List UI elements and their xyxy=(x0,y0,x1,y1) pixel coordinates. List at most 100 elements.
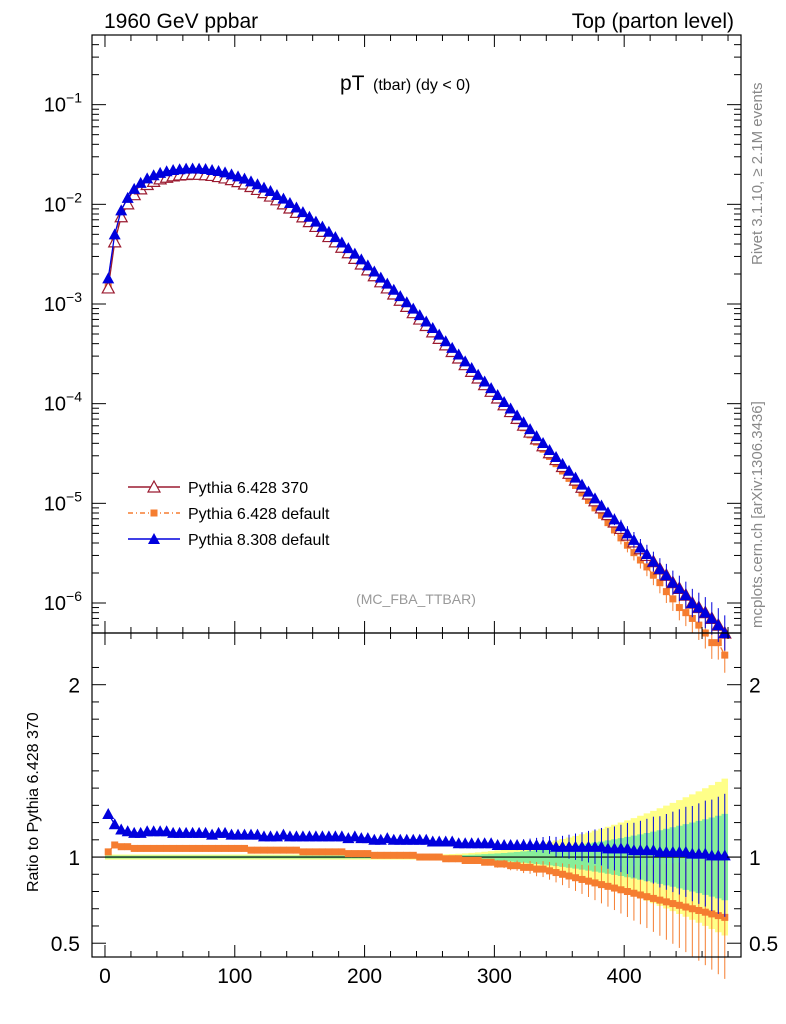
ratio-point xyxy=(526,863,534,871)
ratio-point xyxy=(383,851,391,859)
data-point xyxy=(634,541,647,553)
data-point xyxy=(647,555,660,567)
data-point xyxy=(660,569,673,581)
data-point xyxy=(219,166,232,178)
series-line-0 xyxy=(107,173,726,634)
ratio-y-label: Ratio to Pythia 6.428 370 xyxy=(25,712,42,892)
ratio-point xyxy=(455,855,463,863)
x-tick-label: 100 xyxy=(217,965,252,988)
ratio-point xyxy=(494,860,502,868)
data-point xyxy=(322,225,335,237)
data-point xyxy=(329,231,342,243)
data-point xyxy=(381,277,394,289)
ratio-point xyxy=(461,856,469,864)
data-point xyxy=(426,322,439,334)
ratio-point xyxy=(403,851,411,859)
ratio-point xyxy=(507,862,515,870)
ratio-point xyxy=(273,846,281,854)
data-point xyxy=(115,204,128,216)
data-point xyxy=(264,185,277,197)
header-left: 1960 GeV ppbar xyxy=(104,10,258,33)
ratio-point xyxy=(104,848,112,856)
ratio-point xyxy=(500,860,508,868)
data-point xyxy=(251,178,264,190)
data-point xyxy=(669,595,677,603)
ratio-point xyxy=(552,869,560,877)
ratio-point xyxy=(169,844,177,852)
data-point xyxy=(679,589,692,601)
data-point xyxy=(714,639,722,647)
ratio-point xyxy=(351,850,359,858)
legend-label: Pythia 6.428 370 xyxy=(188,480,308,497)
data-point xyxy=(575,478,588,490)
y-tick-label: 10−3 xyxy=(44,289,82,316)
data-point xyxy=(584,496,592,504)
data-point xyxy=(342,242,355,254)
ratio-point xyxy=(189,844,197,852)
ratio-point xyxy=(260,846,268,854)
y-tick-label: 10−1 xyxy=(44,90,82,117)
data-point xyxy=(290,201,303,213)
data-point xyxy=(141,172,154,184)
legend-marker xyxy=(150,509,158,517)
ratio-point xyxy=(143,844,151,852)
data-point xyxy=(649,571,657,579)
data-point xyxy=(420,315,433,327)
x-tick-label: 0 xyxy=(99,965,111,988)
ratio-point xyxy=(124,843,132,851)
ratio-point xyxy=(331,848,339,856)
series-line-2 xyxy=(107,167,726,634)
ratio-point xyxy=(487,858,495,866)
ratio-point xyxy=(610,884,618,892)
data-point xyxy=(245,175,258,187)
ratio-point xyxy=(416,853,424,861)
data-point xyxy=(666,576,679,588)
ratio-point xyxy=(714,912,722,920)
ratio-point xyxy=(370,851,378,859)
data-point xyxy=(556,457,569,469)
ratio-point xyxy=(266,846,274,854)
ratio-point xyxy=(156,844,164,852)
ratio-point xyxy=(228,844,236,852)
x-tick-label: 200 xyxy=(347,965,382,988)
ratio-point xyxy=(546,867,554,875)
data-point xyxy=(673,582,686,594)
ratio-point xyxy=(591,879,599,887)
data-point xyxy=(537,437,550,449)
data-point xyxy=(517,416,530,428)
data-point xyxy=(387,283,400,295)
data-point xyxy=(491,389,504,401)
ratio-point xyxy=(481,858,489,866)
data-point xyxy=(699,606,712,618)
data-point xyxy=(682,609,690,617)
ratio-y-tick-label-right: 0.5 xyxy=(749,933,778,956)
data-point xyxy=(543,443,556,455)
ratio-point xyxy=(292,846,300,854)
ratio-point xyxy=(137,844,145,852)
ratio-point xyxy=(312,848,320,856)
data-point xyxy=(653,562,666,574)
data-point xyxy=(524,423,537,435)
ratio-point xyxy=(656,896,664,904)
data-point xyxy=(452,348,465,360)
ratio-point xyxy=(468,856,476,864)
data-point xyxy=(675,604,683,612)
plot-title-sub: (tbar) (dy < 0) xyxy=(373,77,470,94)
data-point xyxy=(128,182,141,194)
ratio-point xyxy=(422,853,430,861)
data-point xyxy=(232,170,245,182)
data-point xyxy=(604,519,612,527)
data-point xyxy=(569,471,582,483)
data-point xyxy=(588,492,601,504)
ratio-point xyxy=(442,855,450,863)
ratio-point xyxy=(597,881,605,889)
ratio-point xyxy=(195,844,203,852)
data-point xyxy=(478,375,491,387)
y-tick-label: 10−2 xyxy=(44,189,82,216)
data-point xyxy=(283,197,296,209)
ratio-point xyxy=(117,843,125,851)
legend-label: Pythia 8.308 default xyxy=(188,532,330,549)
data-point xyxy=(102,272,115,284)
ratio-point xyxy=(344,850,352,858)
ratio-point xyxy=(688,905,696,913)
